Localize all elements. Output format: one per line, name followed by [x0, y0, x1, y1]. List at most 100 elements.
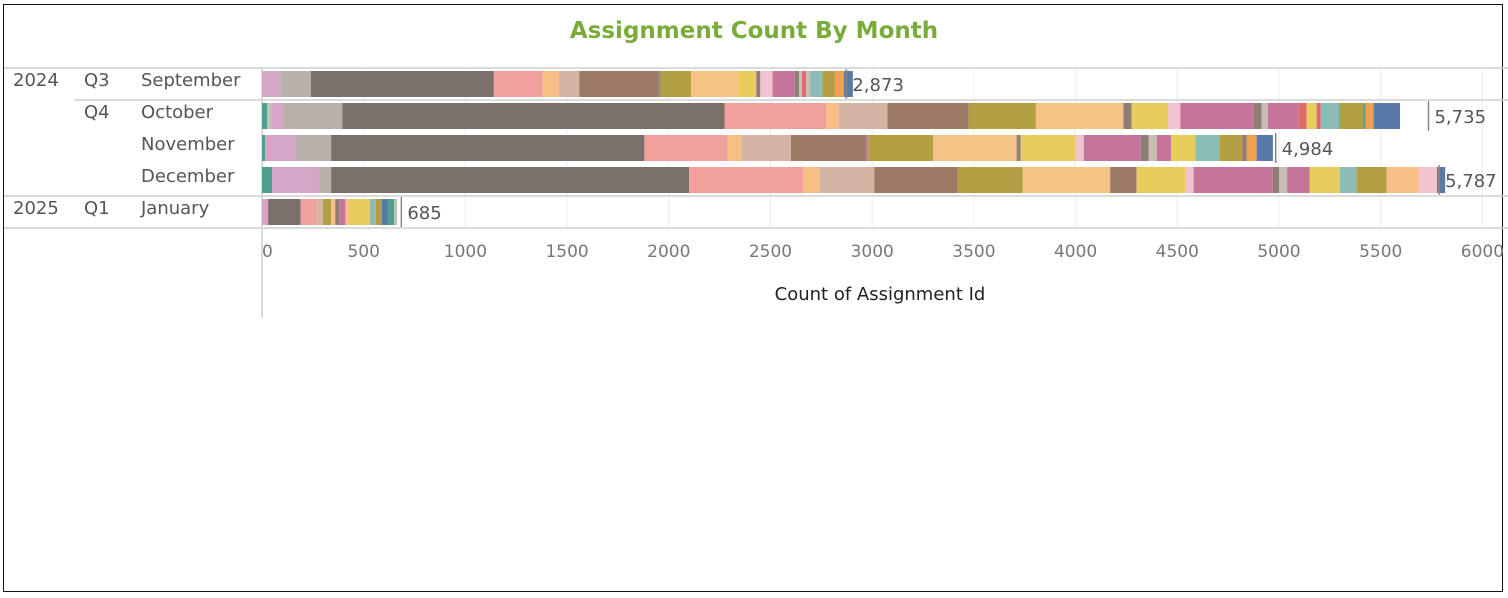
bar-segment: [1168, 103, 1181, 129]
month-header: December: [141, 166, 235, 187]
bar-segment: [1256, 135, 1273, 161]
month-header: November: [141, 134, 235, 155]
bar-segment: [262, 71, 281, 97]
quarter-header: Q1: [84, 198, 110, 219]
x-tick-label: 1500: [545, 242, 588, 262]
bar-segment: [1339, 103, 1364, 129]
bar-segment: [756, 71, 761, 97]
bar-segment: [267, 103, 272, 129]
bar-segment: [1148, 135, 1157, 161]
bar-segment: [1195, 135, 1221, 161]
bar-segment: [887, 103, 969, 129]
bar-segment: [331, 167, 690, 193]
bar-segment: [691, 71, 738, 97]
bar-segment: [262, 103, 268, 129]
bar-segment: [1083, 135, 1141, 161]
bar-segment: [339, 199, 346, 225]
bar-segment: [724, 103, 827, 129]
bar-segment: [283, 103, 343, 129]
bar-segment: [493, 71, 543, 97]
bar-segment: [295, 135, 332, 161]
bar-segment: [1272, 167, 1279, 193]
bar-segment: [1287, 167, 1310, 193]
bar-segment: [1180, 103, 1254, 129]
chart-title: Assignment Count By Month: [569, 18, 939, 44]
bar-segment: [300, 199, 317, 225]
bar-segment: [1298, 103, 1307, 129]
bar-segment: [262, 199, 269, 225]
bar-segment: [1373, 103, 1401, 129]
bar-segment: [268, 199, 301, 225]
bar-segment: [1253, 103, 1262, 129]
x-tick-label: 2500: [749, 242, 792, 262]
x-tick-label: 6000: [1461, 242, 1504, 262]
bar-segment: [660, 71, 692, 97]
bar-segment: [349, 199, 370, 225]
bar-segment: [1386, 167, 1419, 193]
bar-segment: [265, 135, 296, 161]
bar-segment: [331, 199, 336, 225]
bar-segment: [1020, 135, 1076, 161]
bar-segment: [310, 71, 494, 97]
bar-segment: [1365, 103, 1374, 129]
bar-segment: [1320, 103, 1340, 129]
bar-segment: [1316, 103, 1321, 129]
bar-segment: [727, 135, 743, 161]
bar-segment: [382, 199, 389, 225]
bar-segment: [1363, 103, 1366, 129]
bar-segment: [318, 167, 332, 193]
bar-december: [262, 167, 1446, 193]
bar-segment: [826, 103, 839, 129]
bar-segment: [369, 199, 376, 225]
bar-segment: [335, 199, 340, 225]
bar-segment: [388, 199, 395, 225]
bar-segment: [874, 167, 958, 193]
bar-segment: [742, 135, 791, 161]
bar-segment: [1016, 135, 1021, 161]
bar-segment: [838, 103, 888, 129]
bar-segment: [262, 167, 273, 193]
month-header: September: [141, 70, 241, 91]
bar-segment: [1340, 167, 1357, 193]
bar-november: [262, 135, 1273, 161]
x-tick-label: 2000: [647, 242, 690, 262]
bar-segment: [1220, 135, 1243, 161]
bar-segment: [375, 199, 383, 225]
bar-segment: [868, 135, 934, 161]
bar-segment: [1261, 103, 1268, 129]
year-header: 2024: [13, 70, 59, 91]
bar-segment: [579, 71, 659, 97]
bar-segment: [822, 71, 835, 97]
year-header: 2025: [13, 198, 59, 219]
total-label: 5,735: [1434, 107, 1486, 128]
quarter-header: Q4: [84, 102, 110, 123]
total-label: 5,787: [1445, 171, 1497, 192]
total-label: 4,984: [1282, 139, 1334, 160]
x-tick-label: 1000: [444, 242, 487, 262]
month-header: October: [141, 102, 214, 123]
bar-segment: [1131, 103, 1169, 129]
bar-segment: [316, 199, 324, 225]
bar-segment: [323, 199, 332, 225]
bar-segment: [1171, 135, 1196, 161]
bar-segment: [689, 167, 804, 193]
total-label: 2,873: [852, 75, 904, 96]
bar-segment: [1246, 135, 1257, 161]
bar-segment: [772, 71, 795, 97]
bar-october: [262, 103, 1401, 129]
bar-segment: [806, 71, 811, 97]
bar-segment: [1156, 135, 1172, 161]
bar-segment: [331, 135, 645, 161]
bar-segment: [272, 167, 319, 193]
x-tick-label: 3000: [851, 242, 894, 262]
bar-segment: [866, 135, 869, 161]
bar-segment: [798, 71, 803, 97]
month-header: January: [141, 198, 210, 219]
bar-segment: [790, 135, 867, 161]
bar-segment: [968, 103, 975, 129]
bar-segment: [1306, 103, 1317, 129]
bar-segment: [1022, 167, 1111, 193]
bar-segment: [1267, 103, 1299, 129]
bar-segment: [1110, 167, 1137, 193]
